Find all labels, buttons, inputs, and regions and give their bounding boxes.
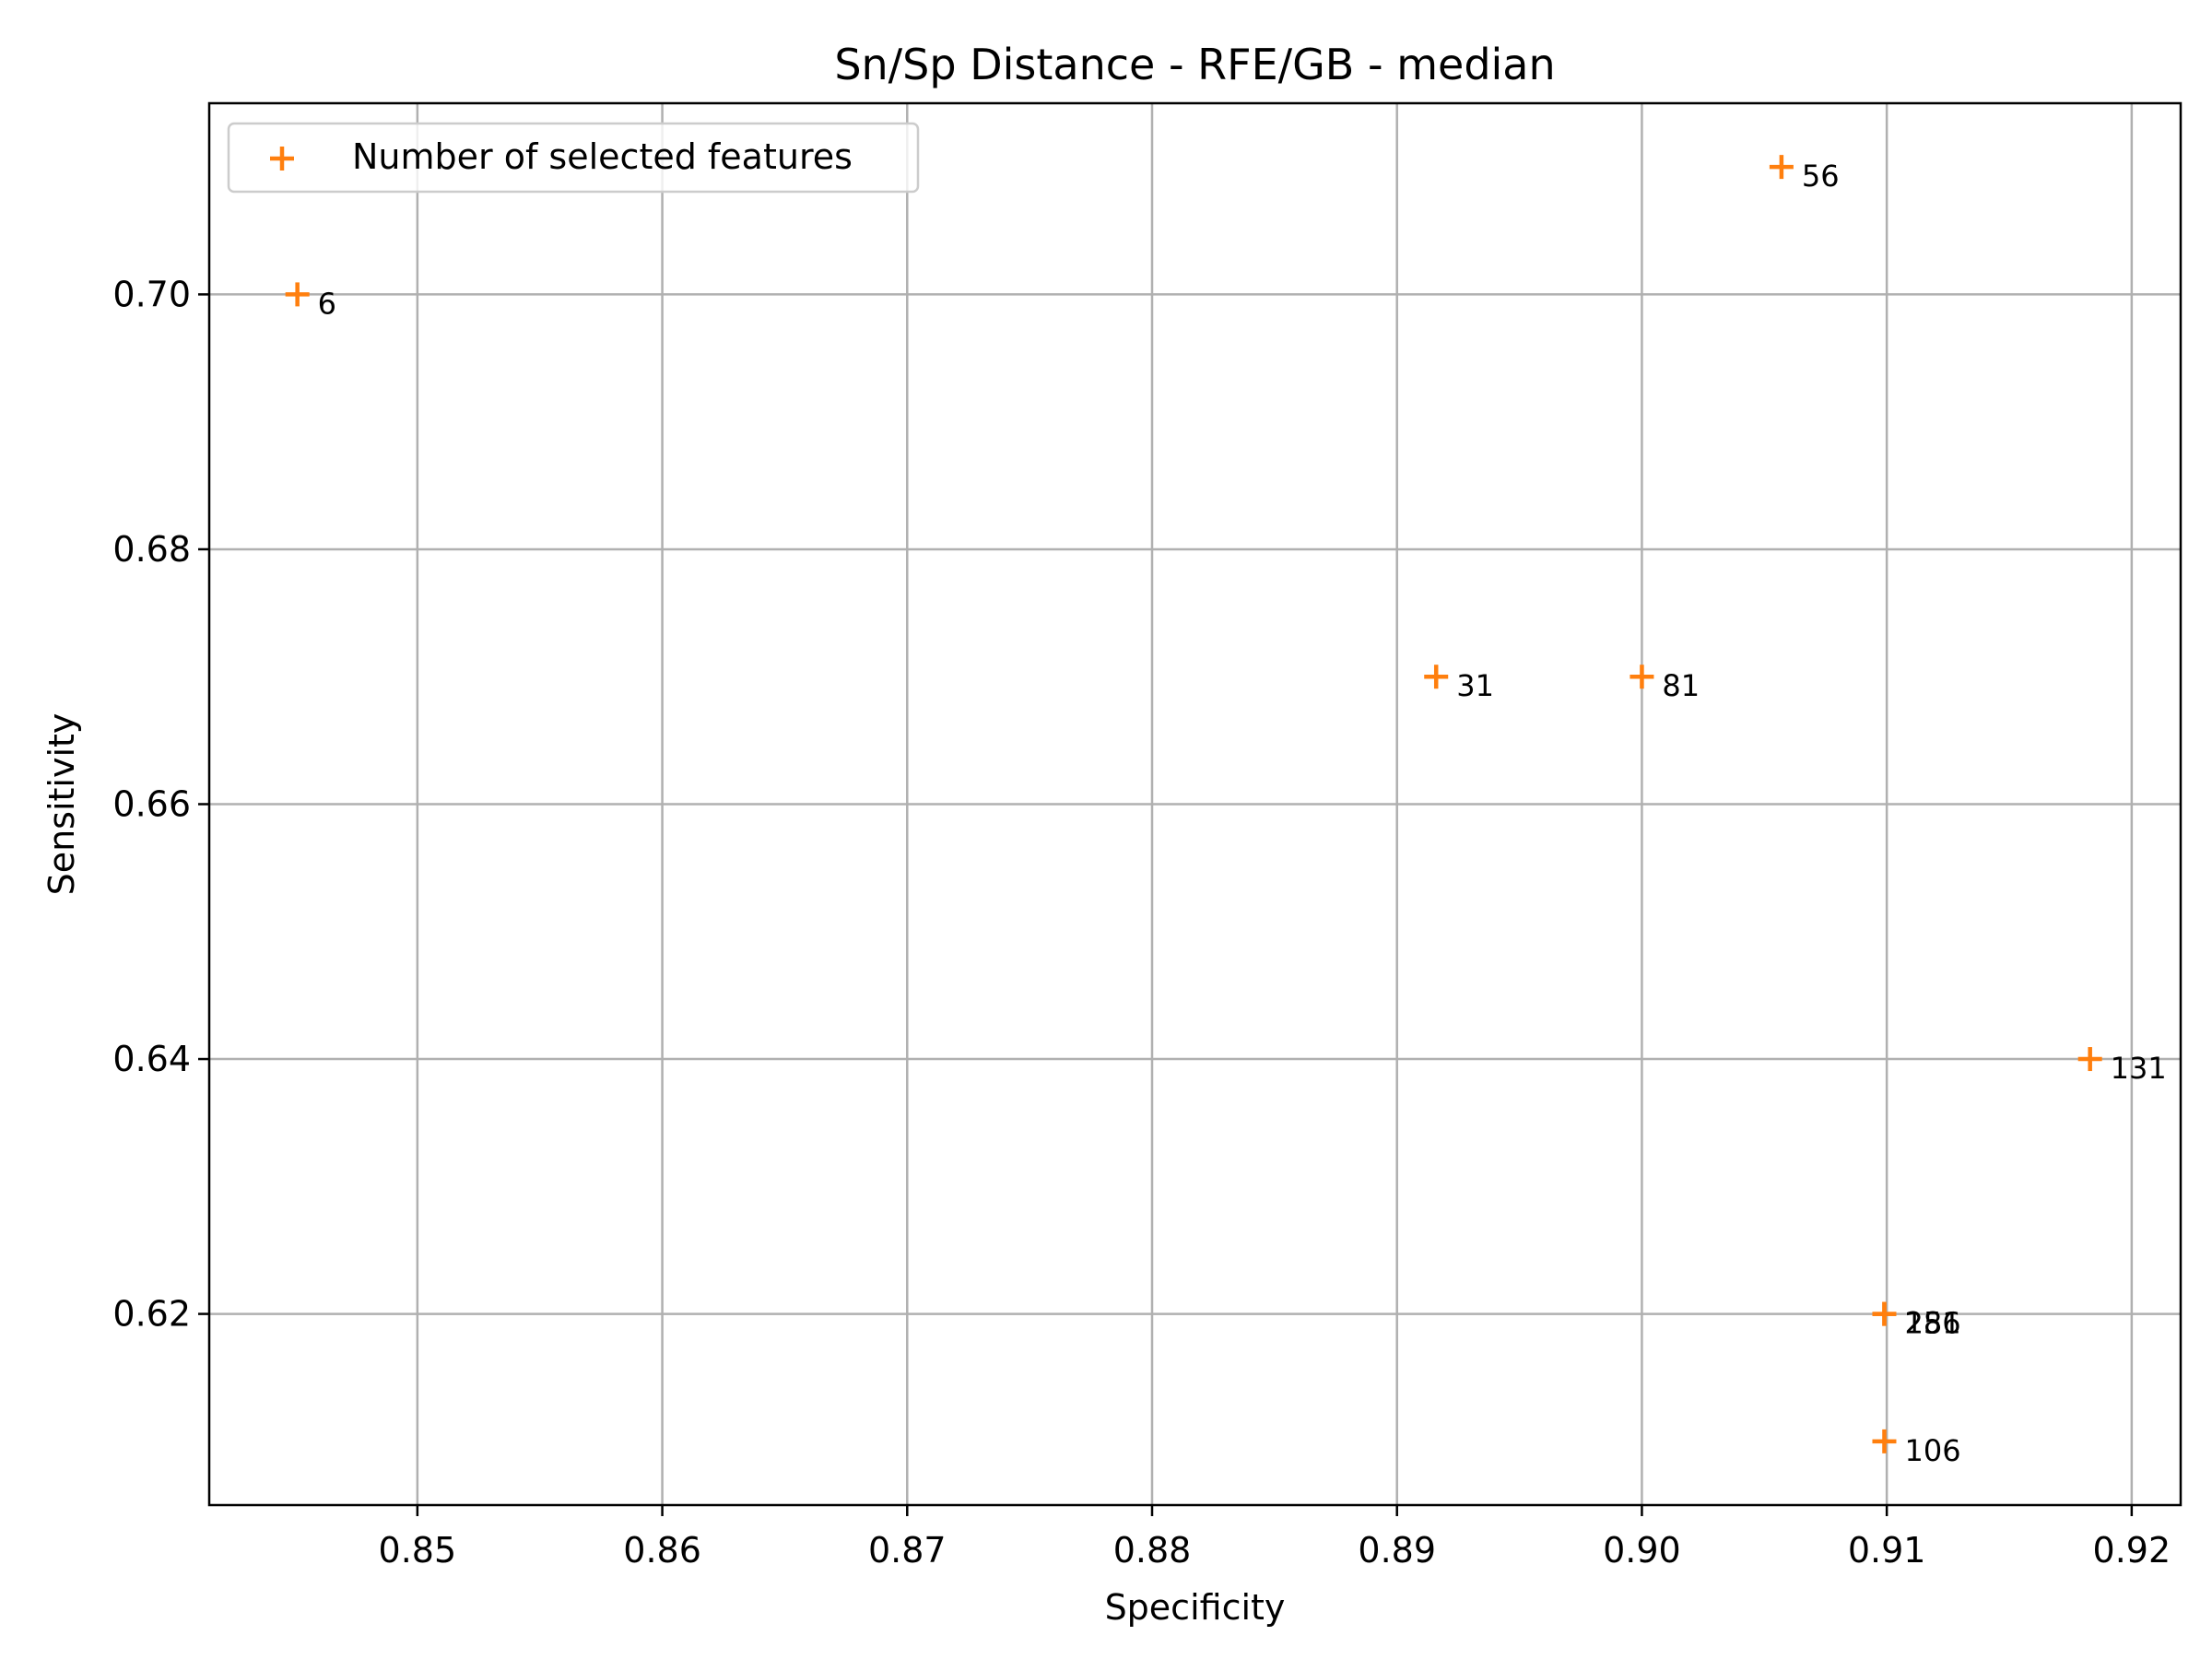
chart-title: Sn/Sp Distance - RFE/GB - median: [834, 40, 1555, 89]
grid: [209, 103, 2181, 1505]
x-axis-ticks: 0.85 0.86 0.87 0.88 0.89 0.90 0.91 0.92: [379, 1505, 2171, 1571]
data-point: [285, 282, 310, 307]
x-tick-label: 0.92: [2093, 1530, 2171, 1571]
data-point: [2077, 1047, 2102, 1072]
x-tick-label: 0.90: [1603, 1530, 1681, 1571]
legend: Number of selected features: [227, 122, 920, 194]
data-point: [1424, 665, 1449, 689]
legend-marker: [270, 147, 294, 171]
data-points: [285, 155, 2102, 1453]
y-tick-label: 0.70: [112, 274, 191, 314]
y-axis-ticks: 0.62 0.64 0.66 0.68 0.70: [112, 274, 209, 1335]
y-tick-label: 0.64: [112, 1039, 191, 1079]
x-tick-label: 0.86: [623, 1530, 701, 1571]
data-point-label: 6: [318, 286, 336, 321]
y-tick-label: 0.66: [112, 784, 191, 825]
y-axis-label: Sensitivity: [41, 713, 82, 896]
x-axis-label: Specificity: [1105, 1587, 1286, 1628]
x-tick-label: 0.85: [379, 1530, 457, 1571]
data-point-label: 156: [1904, 1306, 1960, 1341]
data-point-label: 106: [1904, 1433, 1960, 1468]
x-tick-label: 0.91: [1848, 1530, 1926, 1571]
data-point: [1769, 155, 1794, 180]
y-tick-label: 0.62: [112, 1294, 191, 1335]
y-tick-label: 0.68: [112, 529, 191, 570]
x-tick-label: 0.87: [868, 1530, 947, 1571]
legend-entry-label: Number of selected features: [352, 136, 853, 177]
legend-box: [227, 122, 920, 194]
data-point: [1630, 665, 1654, 689]
data-point: [1872, 1301, 1897, 1326]
data-point-label: 281: [1904, 1306, 1960, 1341]
data-point-label: 56: [1802, 159, 1840, 194]
data-point: [1872, 1429, 1897, 1453]
data-point-label: 81: [1662, 668, 1700, 703]
data-point-label: 31: [1456, 668, 1494, 703]
x-tick-label: 0.88: [1113, 1530, 1192, 1571]
data-point-label: 131: [2111, 1051, 2167, 1086]
x-tick-label: 0.89: [1358, 1530, 1436, 1571]
